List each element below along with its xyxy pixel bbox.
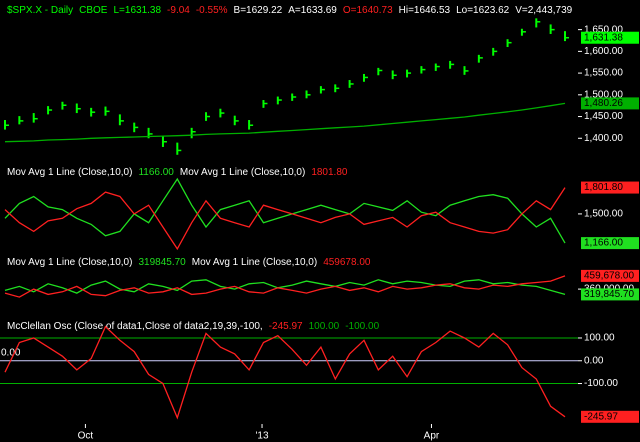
- panel-title: McClellan Osc (Close of data1,Close of d…: [7, 321, 263, 332]
- series-name: Mov Avg 1 Line (Close,10,0): [7, 167, 132, 178]
- series-line: [4, 279, 566, 296]
- y-tick-label: 1,600.00: [584, 46, 623, 57]
- value-box: [581, 181, 639, 194]
- series-line: [4, 187, 566, 251]
- title-part: Lo=1623.62: [456, 5, 510, 16]
- title-part: $SPX.X - Daily: [7, 5, 73, 16]
- y-tick-label: 1,400.00: [584, 133, 623, 144]
- panel-header: McClellan Osc (Close of data1,Close of d…: [7, 321, 380, 332]
- title-part: -0.55%: [196, 5, 228, 16]
- value-label: 1,166.00: [584, 238, 623, 249]
- x-tick-label: '13: [256, 431, 269, 442]
- series-line: [4, 325, 566, 420]
- value-label: 319,845.70: [584, 289, 634, 300]
- reference-value: -100.00: [345, 321, 379, 332]
- x-tick-label: Apr: [424, 431, 440, 442]
- series-value: 319845.70: [138, 257, 186, 268]
- value-label: 1,480.26: [584, 98, 623, 109]
- y-tick-label: -100.00: [584, 378, 618, 389]
- title-part: CBOE: [79, 5, 108, 16]
- series-value: 1166.00: [138, 167, 174, 178]
- value-box: [581, 237, 639, 250]
- panel-header: Mov Avg 1 Line (Close,10,0) 1166.00 Mov Av…: [7, 167, 348, 178]
- value-box: [581, 288, 639, 301]
- series-line: [4, 102, 566, 143]
- y-tick-label: 1,500.00: [584, 89, 623, 100]
- series-name: Mov Avg 1 Line (Close,10,0): [192, 257, 317, 268]
- y-tick-label: 1,550.00: [584, 68, 623, 79]
- value-box: [581, 31, 639, 44]
- value-box: [581, 410, 639, 423]
- y-tick-label: 1,450.00: [584, 111, 623, 122]
- title-part: A=1633.69: [288, 5, 337, 16]
- title-part: L=1631.38: [113, 5, 161, 16]
- y-tick-label: 0.00: [584, 355, 604, 366]
- title-part: Hi=1646.53: [399, 5, 451, 16]
- series-line: [4, 275, 566, 298]
- value-label: 1,631.38: [584, 32, 623, 43]
- value-label: -245.97: [584, 411, 618, 422]
- y-tick-label: 100.00: [584, 333, 615, 344]
- title-part: V=2,443,739: [515, 5, 572, 16]
- y-tick-label: 1,500.00: [584, 209, 623, 220]
- series-value: 1801.80: [311, 167, 348, 178]
- reference-value: 100.00: [309, 321, 340, 332]
- y-tick-label: 1,650.00: [584, 24, 623, 35]
- series-name: Mov Avg 1 Line (Close,10,0): [180, 167, 305, 178]
- series-value: 459678.00: [323, 257, 371, 268]
- reference-label: 0.00: [1, 347, 21, 358]
- value-box: [581, 269, 639, 282]
- series-line: [4, 177, 566, 244]
- x-tick-label: Oct: [78, 431, 94, 442]
- value-label: 459,678.00: [584, 271, 634, 282]
- title-part: B=1629.22: [234, 5, 283, 16]
- value-label: 1,801.80: [584, 182, 623, 193]
- title-part: -9.04: [167, 5, 190, 16]
- series-value: -245.97: [269, 321, 303, 332]
- value-box: [581, 97, 639, 110]
- title-part: O=1640.73: [343, 5, 393, 16]
- series-name: Mov Avg 1 Line (Close,10,0): [7, 257, 132, 268]
- panel-header: Mov Avg 1 Line (Close,10,0) 319845.70 Mov …: [7, 257, 371, 268]
- panel-header: $SPX.X - Daily CBOE L=1631.38 -9.04 -0.55% B=…: [7, 5, 573, 16]
